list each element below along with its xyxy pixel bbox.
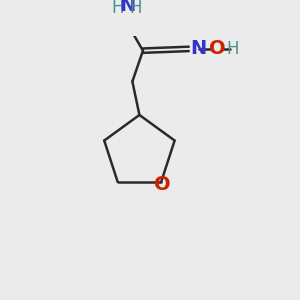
Text: H: H: [226, 40, 239, 58]
Text: N: N: [119, 0, 135, 15]
Text: H: H: [130, 0, 142, 17]
Text: O: O: [154, 175, 170, 194]
Text: N: N: [190, 39, 207, 58]
Text: O: O: [208, 39, 225, 58]
Text: H: H: [111, 0, 124, 17]
